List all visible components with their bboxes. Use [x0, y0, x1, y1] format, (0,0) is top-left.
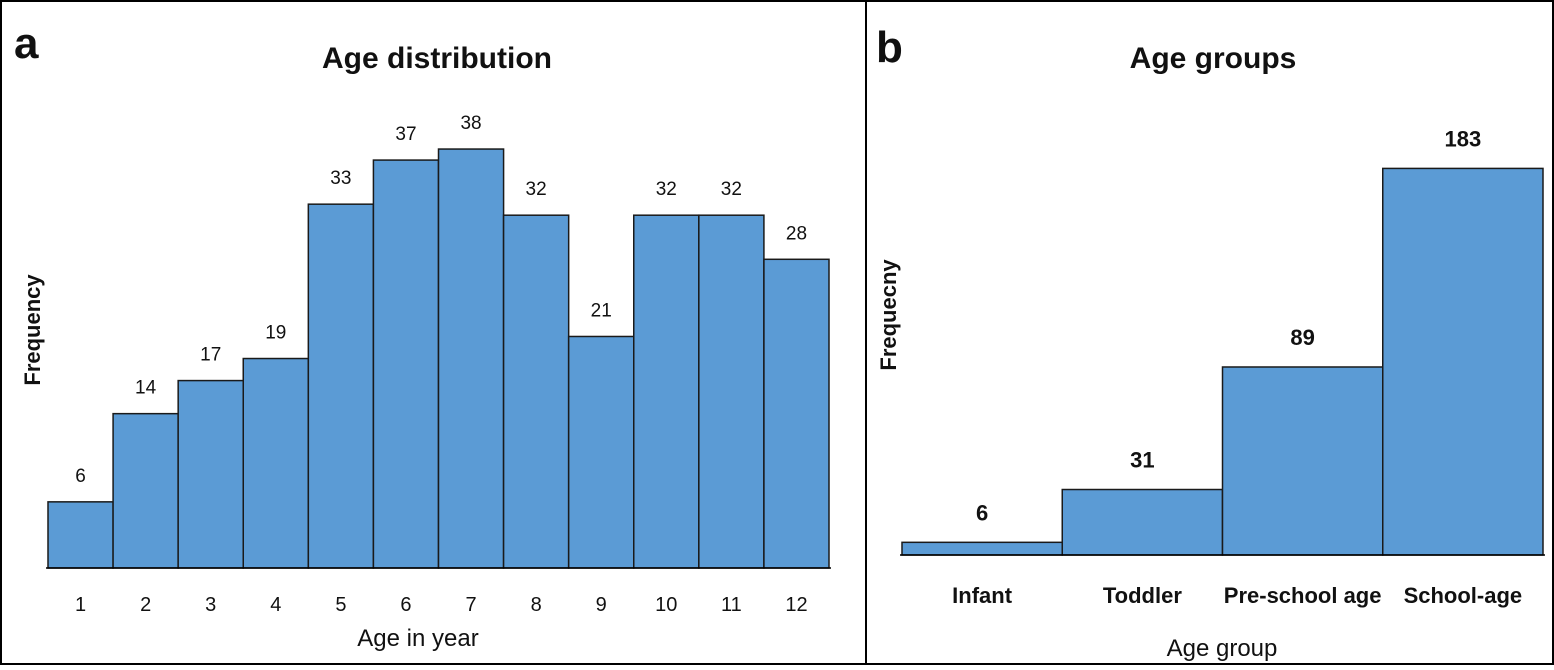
bar — [763, 258, 830, 569]
data-label: 37 — [395, 124, 416, 145]
bar — [1061, 488, 1224, 556]
data-label: 183 — [1445, 126, 1482, 151]
panel-a-x-axis-label: Age in year — [357, 625, 478, 652]
x-tick-label: Toddler — [1103, 583, 1182, 608]
panel-a-title: Age distribution — [322, 42, 552, 75]
x-tick-label: 7 — [465, 594, 476, 616]
x-tick-label: 9 — [596, 594, 607, 616]
data-label: 28 — [786, 223, 807, 244]
data-label: 38 — [460, 113, 481, 134]
x-tick-label: 2 — [140, 594, 151, 616]
x-tick-label: 8 — [531, 594, 542, 616]
bar — [177, 379, 245, 569]
panel-b-y-axis-label: Frequecny — [876, 259, 901, 371]
x-tick-label: 1 — [75, 594, 86, 616]
data-label: 33 — [330, 168, 351, 189]
bar — [307, 203, 375, 569]
x-tick-label: 5 — [335, 594, 346, 616]
bar — [372, 159, 440, 569]
data-label: 14 — [135, 378, 157, 399]
panel-b: b Age groups Frequecny Age group 6 Infant… — [876, 23, 1545, 662]
data-label: 32 — [721, 179, 742, 200]
data-label: 89 — [1290, 325, 1314, 350]
panel-a-letter: a — [14, 19, 39, 68]
bar — [437, 148, 505, 569]
bar — [633, 214, 700, 569]
bar — [1221, 366, 1384, 556]
bar — [1382, 167, 1544, 556]
panel-a-y-axis-label: Frequency — [20, 274, 45, 386]
panel-b-bars: 6 Infant 31 Toddler 89 Pre-school age 183 Schoo… — [900, 126, 1545, 608]
x-tick-label: 12 — [785, 594, 807, 616]
panel-b-title: Age groups — [1130, 42, 1297, 75]
data-label: 6 — [75, 466, 86, 487]
x-tick-label: 3 — [205, 594, 216, 616]
x-tick-label: School-age — [1404, 583, 1523, 608]
bar — [567, 335, 635, 569]
x-tick-label: 6 — [400, 594, 411, 616]
data-label: 32 — [656, 179, 677, 200]
panel-b-letter: b — [876, 23, 903, 72]
panel-a-bars: 6 1 14 2 17 3 19 4 33 5 37 6 38 7 32 8 21 9 32 10 32 11 28 12 — [46, 113, 831, 616]
x-tick-label: 10 — [655, 594, 677, 616]
bar — [47, 501, 114, 569]
data-label: 6 — [976, 500, 988, 525]
panel-b-x-axis-label: Age group — [1167, 635, 1278, 662]
data-label: 19 — [265, 323, 286, 344]
x-tick-label: Pre-school age — [1224, 583, 1382, 608]
x-tick-label: 4 — [270, 594, 281, 616]
bar — [112, 412, 179, 569]
bar — [698, 214, 765, 569]
x-tick-label: 11 — [721, 594, 742, 616]
x-tick-label: Infant — [952, 583, 1013, 608]
bar — [502, 214, 570, 569]
bar — [242, 357, 310, 569]
data-label: 32 — [526, 179, 547, 200]
data-label: 17 — [200, 345, 221, 366]
bar — [901, 541, 1063, 556]
panel-a: a Age distribution Frequency Age in year… — [14, 19, 831, 652]
data-label: 21 — [591, 300, 612, 321]
data-label: 31 — [1130, 448, 1154, 473]
